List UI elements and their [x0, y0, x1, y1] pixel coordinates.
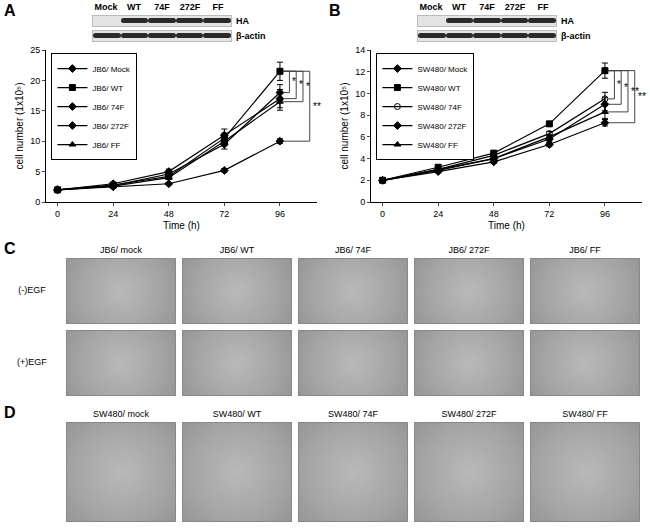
svg-text:25: 25 [30, 45, 40, 55]
svg-text:48: 48 [164, 209, 174, 219]
svg-text:96: 96 [600, 209, 610, 219]
html-text:WT: WT [127, 2, 141, 12]
svg-text:JB6/ Mock: JB6/ Mock [92, 65, 130, 74]
html-text:A: A [4, 2, 16, 19]
html-text:272F: 272F [504, 2, 526, 12]
svg-text:**: ** [638, 91, 646, 102]
html-text:JB6/ WT: JB6/ WT [219, 245, 255, 255]
svg-text:SW480/ Mock: SW480/ Mock [417, 65, 468, 74]
html-text:D: D [4, 404, 16, 421]
svg-text:24: 24 [433, 209, 443, 219]
svg-text:0: 0 [35, 197, 40, 207]
svg-text:72: 72 [544, 209, 554, 219]
html-text:HA: HA [561, 15, 574, 26]
html-text:(-)EGF: (-)EGF [18, 285, 46, 295]
svg-text:cell number (1x10⁵): cell number (1x10⁵) [339, 83, 350, 170]
svg-text:0: 0 [55, 209, 60, 219]
svg-text:24: 24 [108, 209, 118, 219]
svg-text:14: 14 [355, 45, 365, 55]
svg-text:SW480/ WT: SW480/ WT [417, 84, 460, 93]
html-text:JB6/ FF: JB6/ FF [569, 245, 601, 255]
html-text:272F: 272F [179, 2, 201, 12]
html-text:WT: WT [452, 2, 466, 12]
html-text:SW480/ 74F: SW480/ 74F [328, 409, 378, 419]
svg-text:*: * [292, 76, 296, 87]
html-text:β-actin: β-actin [236, 30, 266, 41]
svg-text:0: 0 [360, 197, 365, 207]
svg-text:SW480/ 74F: SW480/ 74F [417, 103, 462, 112]
svg-text:Time (h): Time (h) [163, 220, 200, 231]
svg-text:**: ** [313, 101, 321, 112]
svg-text:6: 6 [360, 132, 365, 142]
svg-text:cell number (1x10⁵): cell number (1x10⁵) [14, 83, 25, 170]
html-text:HA: HA [236, 15, 249, 26]
svg-text:48: 48 [489, 209, 499, 219]
svg-text:JB6/ WT: JB6/ WT [92, 84, 123, 93]
html-text:SW480/ FF: SW480/ FF [562, 409, 608, 419]
html-text:FF: FF [212, 2, 224, 12]
svg-text:**: ** [631, 86, 639, 97]
svg-text:2: 2 [360, 175, 365, 185]
html-text:Mock: Mock [94, 2, 118, 12]
svg-text:*: * [306, 81, 310, 92]
svg-text:*: * [617, 79, 621, 90]
html-text:Mock: Mock [419, 2, 443, 12]
svg-text:96: 96 [275, 209, 285, 219]
html-text:β-actin: β-actin [561, 30, 591, 41]
html-text:74F: 74F [154, 2, 170, 12]
svg-text:8: 8 [360, 110, 365, 120]
html-text:SW480/ mock: SW480/ mock [93, 409, 149, 419]
svg-text:5: 5 [35, 167, 40, 177]
html-text:(+)EGF: (+)EGF [17, 357, 47, 367]
svg-text:SW480/ 272F: SW480/ 272F [417, 122, 466, 131]
svg-text:4: 4 [360, 154, 365, 164]
html-text:JB6/ 272F: JB6/ 272F [448, 245, 490, 255]
svg-text:10: 10 [30, 136, 40, 146]
svg-text:20: 20 [30, 76, 40, 86]
svg-text:12: 12 [355, 67, 365, 77]
svg-text:72: 72 [219, 209, 229, 219]
html-text:74F: 74F [479, 2, 495, 12]
html-text:C: C [4, 240, 16, 257]
svg-text:10: 10 [355, 89, 365, 99]
svg-text:SW480/ FF: SW480/ FF [417, 141, 458, 150]
svg-text:*: * [624, 82, 628, 93]
html-text:SW480/ 272F: SW480/ 272F [441, 409, 497, 419]
svg-text:Time (h): Time (h) [488, 220, 525, 231]
html-text:FF: FF [537, 2, 549, 12]
svg-text:0: 0 [380, 209, 385, 219]
svg-text:JB6/ 272F: JB6/ 272F [92, 122, 129, 131]
html-text:JB6/ mock: JB6/ mock [100, 245, 142, 255]
html-text:B: B [329, 2, 341, 19]
svg-text:15: 15 [30, 106, 40, 116]
html-text:JB6/ 74F: JB6/ 74F [335, 245, 371, 255]
svg-text:JB6/ 74F: JB6/ 74F [92, 103, 124, 112]
html-text:SW480/ WT: SW480/ WT [212, 409, 262, 419]
svg-text:JB6/ FF: JB6/ FF [92, 141, 120, 150]
svg-text:*: * [299, 79, 303, 90]
